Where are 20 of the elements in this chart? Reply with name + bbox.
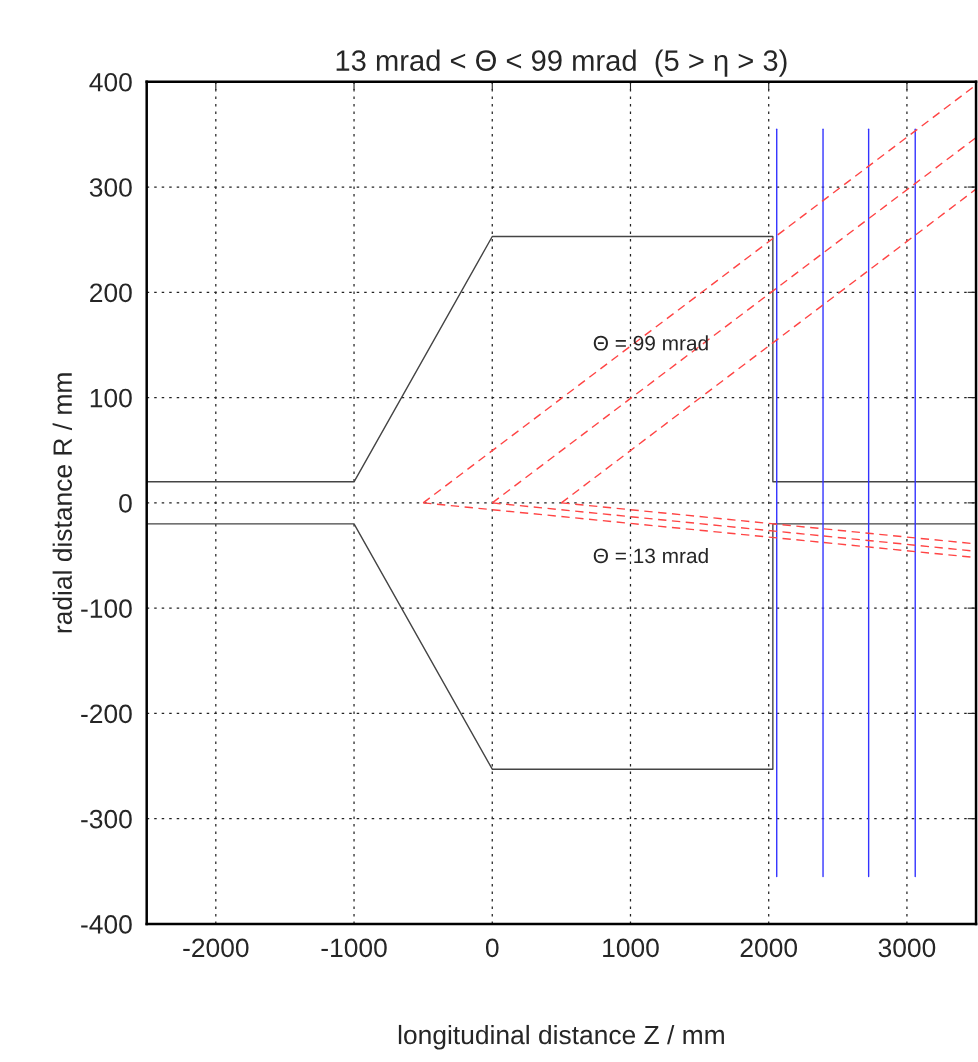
y-tick-label: -200: [81, 704, 132, 724]
y-tick-label: 100: [90, 388, 132, 408]
x-tick-label: -1000: [321, 938, 387, 958]
y-tick-label: -300: [81, 809, 132, 829]
y-tick-label: 0: [119, 493, 132, 513]
x-tick-label: -2000: [183, 938, 249, 958]
x-tick-label: 2000: [740, 938, 798, 958]
annotation: Θ = 13 mrad: [593, 547, 708, 564]
y-tick-label: -400: [81, 915, 132, 934]
y-tick-label: 400: [89, 72, 132, 92]
y-tick-label: 300: [89, 178, 132, 197]
y-axis-title: radial distance R / mm: [52, 373, 73, 633]
annotation: Θ = 99 mrad: [593, 335, 708, 351]
x-tick-label: 0: [485, 938, 499, 958]
y-tick-label: 200: [90, 283, 132, 303]
y-tick-label: -100: [81, 599, 132, 618]
x-axis-title: longitudinal distance Z / mm: [398, 1024, 724, 1050]
chart-title: 13 mrad < Θ < 99 mrad (5 > η > 3): [336, 49, 787, 77]
x-tick-label: 3000: [878, 938, 936, 958]
x-tick-label: 1000: [603, 938, 659, 958]
